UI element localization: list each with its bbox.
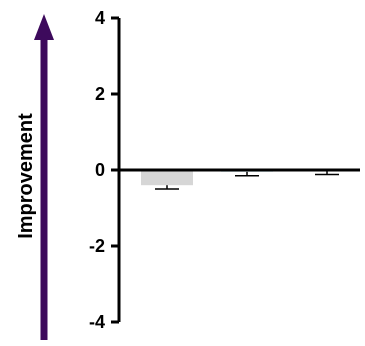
y-axis-ticks: 4 2 0 -2 -4 (89, 8, 119, 332)
y-tick-label: -2 (89, 236, 105, 256)
bar-1 (141, 170, 193, 186)
y-tick-label: -4 (89, 312, 105, 332)
y-tick-label: 0 (95, 160, 105, 180)
y-tick-label: 4 (95, 8, 105, 28)
y-tick-label: 2 (95, 84, 105, 104)
improvement-arrow (34, 14, 54, 340)
arrow-head (34, 14, 54, 40)
y-axis-label: Improvement (15, 113, 37, 239)
